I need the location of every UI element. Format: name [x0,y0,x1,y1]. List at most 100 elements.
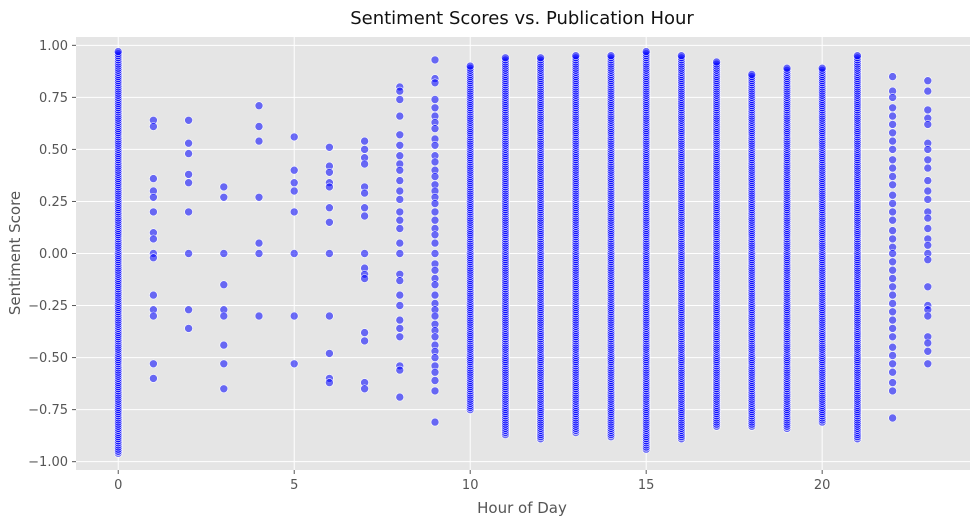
data-point [184,324,193,333]
x-tick-label: 15 [638,478,655,493]
data-point [430,353,440,362]
y-tick-label: −0.25 [28,299,68,314]
data-point [395,86,405,96]
data-point [923,145,933,154]
data-point [325,203,334,212]
data-point [430,157,440,167]
data-point [395,365,405,375]
data-point [923,155,933,165]
data-point [254,311,264,321]
data-point [888,172,897,181]
x-tick-label: 20 [814,478,831,493]
data-point [149,253,158,263]
y-tick-label: −0.50 [28,351,68,366]
data-point [923,105,933,115]
data-point [641,47,651,56]
data-point [712,57,721,67]
data-point [289,207,299,217]
data-point [395,290,405,300]
data-point [923,224,933,233]
data-point [395,195,405,204]
plot-area [76,37,970,470]
data-point [888,342,897,352]
data-point [395,315,405,325]
data-point [888,299,897,308]
data-point [888,265,897,275]
data-point [325,168,334,177]
data-point [888,215,897,225]
data-point [184,249,193,258]
data-point [149,207,158,217]
data-point [184,178,193,187]
data-point [888,257,897,267]
y-tick-label: −0.75 [28,403,68,418]
data-point [888,72,897,81]
data-point [325,182,334,192]
data-point [395,276,405,285]
data-point [360,203,369,212]
data-point [923,282,933,292]
data-point [923,338,933,348]
data-point [184,116,193,125]
data-point [888,386,897,396]
y-tick-label: 1.00 [39,39,68,54]
data-point [888,136,897,146]
data-point [888,93,897,102]
data-point [325,143,334,152]
y-tick-label: 0.00 [39,247,68,262]
data-point [395,224,405,233]
data-point [289,178,299,187]
data-point [923,240,933,250]
data-point [430,124,440,133]
data-point [923,86,933,96]
data-point [536,53,545,63]
data-point [149,234,158,244]
data-points [113,47,933,458]
data-point [254,122,264,131]
data-point [430,376,440,385]
data-point [571,51,581,61]
data-point [888,367,897,377]
data-point [254,136,264,146]
y-tick-label: 0.75 [39,91,68,106]
data-point [325,311,334,321]
data-point [888,378,897,387]
data-point [395,141,405,150]
data-point [888,324,897,333]
data-point [184,305,193,315]
data-point [923,176,933,185]
data-point [430,367,440,377]
data-point [360,211,369,221]
data-point [325,249,334,258]
data-point [149,359,158,369]
axis-ticks: 0 5 10 15 20 −1.00 −0.75 −0.50 −0.25 0.00 0.25 0.50… [28,39,830,493]
data-point [149,290,158,300]
y-axis-label: Sentiment Score [6,191,24,315]
data-point [254,249,264,258]
data-point [360,384,369,394]
data-point [888,190,897,200]
data-point [888,290,897,300]
data-point [923,346,933,356]
data-point [184,149,193,158]
data-point [888,155,897,165]
data-point [395,215,405,225]
data-point [289,359,299,369]
data-point [853,51,862,61]
data-point [888,163,897,173]
data-point [465,61,475,71]
data-point [360,274,369,283]
data-point [395,249,405,258]
data-point [430,238,440,248]
data-point [149,311,158,321]
data-point [360,145,369,154]
data-point [430,332,440,342]
data-point [888,145,897,154]
data-point [254,193,264,202]
data-point [395,165,405,175]
y-tick-label: 0.50 [39,143,68,158]
data-point [677,51,686,61]
data-point [219,384,229,394]
data-point [888,249,897,258]
data-point [606,51,616,61]
